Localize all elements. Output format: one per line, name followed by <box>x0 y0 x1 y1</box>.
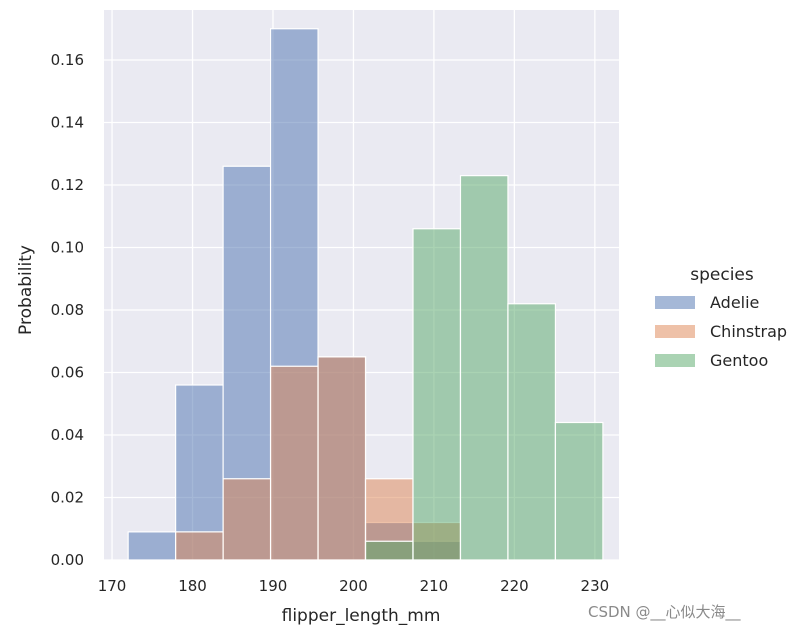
bar-chinstrap <box>222 478 272 561</box>
legend-label-adelie: Adelie <box>710 293 759 312</box>
y-tick-label: 0.00 <box>51 551 84 569</box>
bar-gentoo <box>459 175 509 561</box>
bar-gentoo <box>412 228 462 561</box>
x-tick-label: 210 <box>420 577 449 595</box>
bar-gentoo <box>554 421 604 561</box>
x-tick-label: 170 <box>98 577 127 595</box>
y-tick-label: 0.08 <box>51 301 84 319</box>
y-tick-labels: 0.00 0.02 0.04 0.06 0.08 0.10 0.12 0.14 0.16 <box>51 51 84 569</box>
legend-swatch-gentoo <box>655 354 695 367</box>
x-tick-labels: 170 180 190 200 210 220 230 <box>98 577 609 595</box>
legend: species Adelie Chinstrap Gentoo <box>655 265 787 370</box>
y-tick-label: 0.04 <box>51 426 84 444</box>
x-tick-label: 220 <box>500 577 529 595</box>
bar-chinstrap <box>269 365 319 561</box>
legend-label-gentoo: Gentoo <box>710 351 768 370</box>
y-axis-label: Probability <box>16 245 36 335</box>
y-tick-label: 0.02 <box>51 489 84 507</box>
y-tick-label: 0.06 <box>51 364 84 382</box>
legend-swatch-chinstrap <box>655 325 695 338</box>
x-tick-label: 230 <box>581 577 610 595</box>
y-tick-label: 0.14 <box>51 114 84 132</box>
bar-chinstrap <box>317 356 367 561</box>
y-tick-label: 0.16 <box>51 51 84 69</box>
y-tick-label: 0.12 <box>51 176 84 194</box>
bar-gentoo <box>364 540 414 561</box>
bar-adelie <box>175 384 224 561</box>
bars <box>127 28 604 561</box>
y-tick-label: 0.10 <box>51 239 84 257</box>
legend-label-chinstrap: Chinstrap <box>710 322 787 341</box>
x-tick-label: 190 <box>259 577 288 595</box>
bar-adelie <box>127 531 177 561</box>
x-axis-label: flipper_length_mm <box>282 606 441 626</box>
x-tick-label: 200 <box>339 577 368 595</box>
legend-title: species <box>690 265 754 285</box>
watermark: CSDN @__心似大海__ <box>588 603 741 621</box>
bar-chinstrap <box>175 531 224 561</box>
x-tick-label: 180 <box>178 577 207 595</box>
legend-swatch-adelie <box>655 296 695 309</box>
bar-gentoo <box>507 303 557 561</box>
